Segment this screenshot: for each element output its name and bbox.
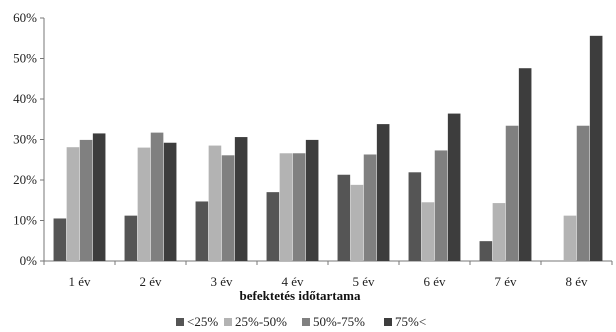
legend-label: <25%	[187, 314, 218, 329]
y-tick-label: 40%	[13, 91, 37, 106]
legend-swatch	[176, 318, 184, 326]
bars	[53, 35, 603, 261]
bar	[163, 142, 177, 261]
x-tick-label: 8 év	[565, 274, 588, 289]
y-axis-ticks	[40, 17, 44, 262]
bar	[492, 203, 506, 261]
bar	[150, 132, 164, 261]
x-tick-label: 5 év	[352, 274, 375, 289]
x-tick-label: 7 év	[494, 274, 517, 289]
bar	[137, 147, 151, 261]
bar	[279, 153, 293, 261]
bar	[221, 155, 235, 261]
legend-swatch	[302, 318, 310, 326]
bar	[337, 174, 351, 261]
bar	[363, 154, 377, 261]
legend-label: 75%<	[395, 314, 426, 329]
legend-swatch	[384, 318, 392, 326]
x-tick-label: 6 év	[423, 274, 446, 289]
y-tick-label: 60%	[13, 10, 37, 25]
bar	[305, 139, 319, 261]
bar	[79, 139, 93, 261]
bar	[92, 133, 106, 261]
y-tick-label: 30%	[13, 132, 37, 147]
y-tick-label: 0%	[20, 253, 38, 268]
bar	[266, 192, 280, 261]
x-tick-label: 3 év	[210, 274, 233, 289]
bar	[66, 147, 80, 261]
bar	[376, 124, 390, 261]
x-axis-title: befektetés időtartama	[240, 288, 361, 303]
x-tick-label: 2 év	[139, 274, 162, 289]
bar	[195, 201, 209, 261]
bar	[53, 218, 67, 261]
x-axis-ticks	[43, 261, 613, 265]
legend: <25% 25%-50% 50%-75% 75%<	[176, 314, 426, 329]
legend-swatch	[224, 318, 232, 326]
x-tick-label: 4 év	[281, 274, 304, 289]
bar	[447, 113, 461, 261]
y-axis-tick-labels: 0% 10% 20% 30% 40% 50% 60%	[13, 10, 37, 268]
y-tick-label: 50%	[13, 51, 37, 66]
bar	[563, 215, 577, 261]
y-tick-label: 20%	[13, 172, 37, 187]
legend-label: 25%-50%	[235, 314, 287, 329]
bar	[434, 150, 448, 261]
y-tick-label: 10%	[13, 213, 37, 228]
bar	[518, 68, 532, 261]
legend-label: 50%-75%	[313, 314, 365, 329]
bar	[208, 145, 222, 261]
bar	[479, 241, 493, 261]
x-axis-tick-labels: 1 év 2 év 3 év 4 év 5 év 6 év 7 év 8 év	[68, 274, 588, 289]
x-tick-label: 1 év	[68, 274, 91, 289]
bar	[421, 202, 435, 261]
bar	[408, 172, 422, 261]
bar	[589, 35, 603, 261]
bar	[350, 184, 364, 261]
bar	[234, 137, 248, 261]
bar	[124, 215, 138, 261]
bar	[505, 125, 519, 261]
bar	[292, 153, 306, 261]
bar	[576, 125, 590, 261]
